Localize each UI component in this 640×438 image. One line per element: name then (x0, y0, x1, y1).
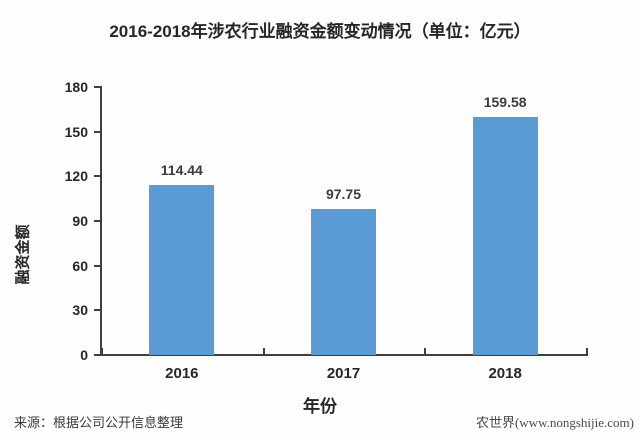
y-axis-tick-label: 120 (64, 168, 88, 185)
source-note: 来源：根据公司公开信息整理 (14, 415, 184, 430)
y-axis-tick (94, 220, 102, 222)
x-axis-tick-label-2017: 2017 (326, 365, 361, 382)
bar-2018[interactable] (473, 117, 538, 355)
x-axis-tick-label-2018: 2018 (488, 365, 522, 382)
bar-value-label-2016: 114.44 (160, 161, 203, 178)
y-axis-tick (94, 130, 102, 133)
bar-2016[interactable] (149, 185, 214, 355)
x-axis-tick (263, 348, 265, 356)
y-axis-tick-label: 150 (64, 123, 88, 140)
y-axis-tick (94, 354, 102, 356)
y-axis-tick-label: 180 (64, 79, 88, 95)
x-axis-title: 年份 (303, 397, 337, 416)
x-axis-tick (586, 348, 588, 356)
y-axis-tick-label: 60 (72, 257, 88, 274)
x-axis-tick (424, 348, 426, 356)
bar-value-label-2017: 97.75 (325, 186, 362, 203)
y-axis-tick (94, 175, 102, 178)
x-axis-tick (101, 348, 103, 356)
y-axis-tick-label: 0 (80, 347, 88, 363)
y-axis-tick (94, 264, 102, 267)
bar-2017[interactable] (311, 209, 376, 355)
site-watermark: 农世界(www.nongshijie.com) (475, 415, 634, 430)
y-axis-tick-label: 90 (72, 213, 88, 229)
y-axis-tick (94, 86, 102, 88)
y-axis-tick (94, 309, 102, 312)
x-axis-line (100, 354, 587, 356)
bar-value-label-2018: 159.58 (483, 94, 527, 111)
y-axis-title: 融资金额 (14, 224, 32, 285)
chart-title: 2016-2018年涉农行业融资金额变动情况（单位：亿元） (109, 22, 531, 41)
x-axis-tick-label-2016: 2016 (165, 365, 199, 382)
y-axis-tick-label: 30 (72, 302, 88, 319)
